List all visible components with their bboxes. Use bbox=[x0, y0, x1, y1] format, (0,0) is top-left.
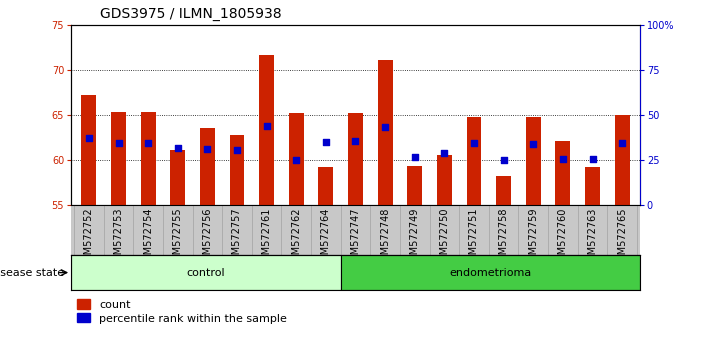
Text: GSM572750: GSM572750 bbox=[439, 208, 449, 267]
Point bbox=[320, 139, 331, 145]
Text: disease state: disease state bbox=[0, 268, 64, 278]
Bar bbox=[200, 128, 215, 205]
Bar bbox=[585, 166, 600, 205]
Text: control: control bbox=[186, 268, 225, 278]
Bar bbox=[230, 135, 245, 205]
Text: endometrioma: endometrioma bbox=[449, 268, 531, 278]
Point bbox=[528, 141, 539, 147]
Bar bbox=[407, 166, 422, 205]
Text: GSM572762: GSM572762 bbox=[292, 208, 301, 267]
Point bbox=[380, 124, 391, 130]
Point bbox=[587, 156, 598, 162]
Point bbox=[498, 157, 509, 163]
Text: GSM572756: GSM572756 bbox=[203, 208, 213, 267]
Text: GSM572759: GSM572759 bbox=[528, 208, 538, 267]
Bar bbox=[526, 117, 540, 205]
Point bbox=[202, 147, 213, 152]
Text: GSM572764: GSM572764 bbox=[321, 208, 331, 267]
Text: GSM572751: GSM572751 bbox=[469, 208, 479, 267]
Point bbox=[409, 154, 420, 159]
Bar bbox=[319, 166, 333, 205]
Text: GSM572763: GSM572763 bbox=[587, 208, 597, 267]
Bar bbox=[496, 176, 511, 205]
Bar bbox=[341, 255, 640, 290]
Bar bbox=[171, 150, 185, 205]
Point bbox=[261, 123, 272, 129]
Bar bbox=[466, 117, 481, 205]
Bar bbox=[555, 141, 570, 205]
Bar bbox=[111, 112, 126, 205]
Bar bbox=[141, 112, 156, 205]
Text: GSM572755: GSM572755 bbox=[173, 208, 183, 267]
Point bbox=[439, 150, 450, 156]
Text: GSM572760: GSM572760 bbox=[558, 208, 568, 267]
Bar bbox=[378, 60, 392, 205]
Bar bbox=[348, 113, 363, 205]
Point bbox=[231, 147, 242, 153]
Text: GSM572748: GSM572748 bbox=[380, 208, 390, 267]
Text: GSM572757: GSM572757 bbox=[232, 208, 242, 267]
Point bbox=[557, 156, 569, 162]
Bar bbox=[615, 115, 629, 205]
Bar bbox=[289, 113, 304, 205]
Point bbox=[291, 157, 302, 163]
Point bbox=[83, 135, 95, 141]
Text: GSM572761: GSM572761 bbox=[262, 208, 272, 267]
Bar bbox=[71, 255, 341, 290]
Text: GSM572752: GSM572752 bbox=[84, 208, 94, 267]
Text: GSM572747: GSM572747 bbox=[351, 208, 360, 267]
Point bbox=[469, 140, 480, 146]
Text: GSM572749: GSM572749 bbox=[410, 208, 419, 267]
Point bbox=[113, 140, 124, 146]
Text: GSM572765: GSM572765 bbox=[617, 208, 627, 267]
Legend: count, percentile rank within the sample: count, percentile rank within the sample bbox=[77, 299, 287, 324]
Point bbox=[142, 140, 154, 146]
Bar bbox=[260, 55, 274, 205]
Text: GSM572753: GSM572753 bbox=[114, 208, 124, 267]
Text: GSM572758: GSM572758 bbox=[498, 208, 508, 267]
Bar bbox=[82, 95, 96, 205]
Point bbox=[172, 145, 183, 151]
Bar bbox=[437, 155, 451, 205]
Point bbox=[616, 140, 628, 146]
Text: GSM572754: GSM572754 bbox=[143, 208, 153, 267]
Text: GDS3975 / ILMN_1805938: GDS3975 / ILMN_1805938 bbox=[100, 7, 281, 21]
Point bbox=[350, 138, 361, 144]
